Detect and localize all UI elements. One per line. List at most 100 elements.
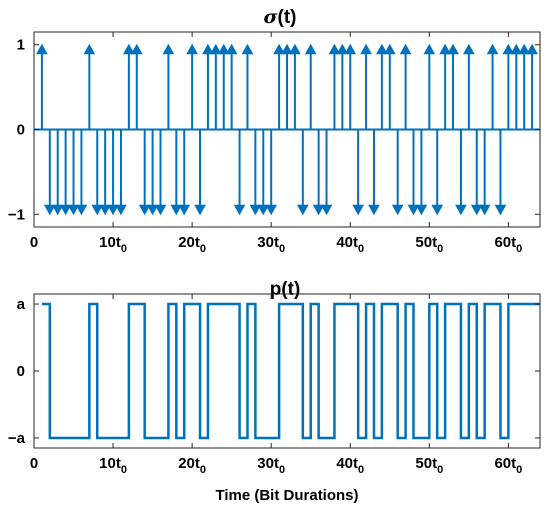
sigma-stem [265,129,278,216]
sigma-stem [320,129,333,216]
sigma-xtick-label-main: 20t [178,234,200,251]
sigma-stem [154,129,167,216]
sigma-title-symbol: σ [264,6,279,28]
sigma-stem [186,43,198,130]
sigma-stem [241,43,254,130]
sigma-stem [304,43,317,130]
sigma-stem-arrowhead [502,43,515,55]
pulse-axes-box [33,293,541,449]
sigma-xtick-label-sub: 0 [121,243,127,255]
sigma-stem [391,129,404,216]
sigma-xtick-label: 30t0 [257,234,285,255]
pulse-xtick-label-main: 60t [494,455,516,472]
sigma-xtick-label-sub: 0 [279,243,285,255]
sigma-stem-arrowhead [518,43,531,55]
sigma-stem [455,129,467,216]
sigma-stem [423,43,436,130]
sigma-stem [518,43,531,130]
sigma-stem [312,129,325,216]
sigma-stem [360,43,372,130]
pulse-xtick-label: 40t0 [336,455,364,476]
sigma-xtick-label-main: 30t [257,234,279,251]
sigma-xtick-label-sub: 0 [358,243,364,255]
sigma-stem-arrowhead [170,204,183,216]
pulse-xtick-label: 60t0 [494,455,522,476]
sigma-stem-arrowhead [186,43,198,55]
sigma-stem-arrowhead [43,204,56,216]
sigma-xtick-label-main: 50t [415,234,437,251]
sigma-stem [328,43,341,130]
pulse-waveform [41,302,540,440]
sigma-stem [510,43,523,130]
sigma-stem-arrowhead [415,204,428,216]
sigma-xtick-label: 0 [30,234,38,251]
sigma-stem [431,129,444,216]
sigma-stem [462,43,475,130]
sigma-stem-arrowhead [233,204,246,216]
sigma-stem [202,43,214,130]
sigma-xtick-label-sub: 0 [437,243,443,255]
sigma-stem [178,129,191,216]
sigma-xtick-label: 10t0 [99,234,127,255]
pulse-waveform-line [41,302,540,440]
sigma-stem [75,129,88,216]
sigma-xtick-label: 60t0 [494,234,522,255]
sigma-stem-arrowhead [462,43,475,55]
sigma-stem [486,43,499,130]
pulse-xtick-label-sub: 0 [200,464,206,476]
pulse-xtick-label-sub: 0 [121,464,127,476]
pulse-xtick-label-main: 0 [30,455,38,472]
pulse-xtick-label-main: 10t [99,455,121,472]
sigma-stem [249,129,262,216]
pulse-xtick-label-sub: 0 [279,464,285,476]
sigma-stem-arrowhead [391,204,404,216]
sigma-stem-arrowhead [352,204,365,216]
sigma-stem [67,129,80,216]
sigma-stem [162,43,175,130]
pulse-xtick-label: 10t0 [99,455,127,476]
sigma-ytick-label: −1 [8,206,25,223]
sigma-stem-arrowhead [83,43,96,55]
sigma-stem [225,43,238,130]
sigma-stem [123,43,135,130]
pulse-xtick-label: 20t0 [178,455,206,476]
sigma-stem-arrowhead [439,43,451,55]
sigma-stem-arrowhead [99,204,112,216]
pulse-title: p(t) [270,279,301,300]
sigma-stem-arrowhead [202,43,214,55]
sigma-stem-arrowhead [431,204,444,216]
sigma-xtick-label: 40t0 [336,234,364,255]
sigma-stem-arrowhead [494,204,507,216]
sigma-stem [130,43,143,130]
sigma-stem [209,43,222,130]
sigma-stem-arrowhead [138,204,151,216]
sigma-stem-arrowhead [383,43,396,55]
sigma-stem [383,43,396,130]
sigma-stem-arrowhead [296,204,309,216]
sigma-stem-arrowhead [75,204,88,216]
sigma-stem-arrowhead [304,43,317,55]
sigma-stem-arrowhead [107,204,119,216]
sigma-stem-arrowhead [59,204,72,216]
sigma-stem-arrowhead [91,204,104,216]
sigma-stem [399,43,412,130]
sigma-stem-arrowhead [265,204,278,216]
sigma-stem [217,43,230,130]
sigma-stem-arrowhead [194,204,206,216]
sigma-stem-arrowhead [209,43,222,55]
sigma-stem-arrowhead [407,204,420,216]
sigma-stem-arrowhead [146,204,159,216]
x-axis-label: Time (Bit Durations) [215,487,358,504]
sigma-stem [478,129,491,216]
sigma-stem-arrowhead [360,43,372,55]
sigma-stem [146,129,159,216]
sigma-stem-arrowhead [281,43,293,55]
sigma-xtick-label-main: 60t [494,234,516,251]
sigma-ytick-label: 1 [17,37,25,54]
pulse-xtick-label-main: 30t [257,455,279,472]
pulse-xtick-label: 30t0 [257,455,285,476]
